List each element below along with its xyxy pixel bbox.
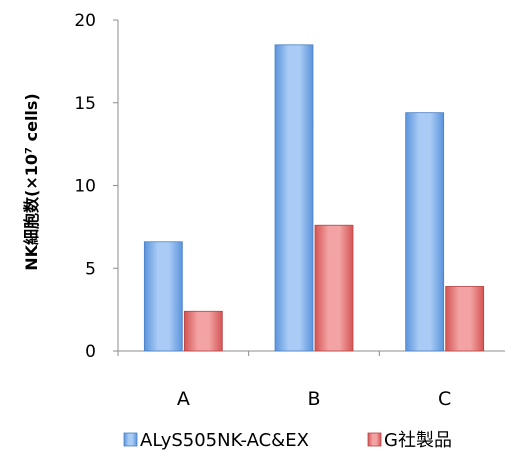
legend-swatch-series-1 <box>123 432 138 447</box>
bar-B-series-1 <box>274 44 314 352</box>
y-tick-label: 0 <box>85 342 96 362</box>
legend-swatch-series-2 <box>367 432 382 447</box>
legend-label-series-1: ALyS505NK-AC&EX <box>140 430 309 451</box>
y-ticks: 0 5 10 15 20 <box>74 11 118 362</box>
category-label-B: B <box>307 388 320 410</box>
bar-B-series-2 <box>314 224 354 352</box>
bar-C-series-2 <box>445 286 485 352</box>
bar-A-series-2 <box>183 310 223 352</box>
y-tick-label: 10 <box>74 177 96 197</box>
bars <box>143 44 485 352</box>
legend-label-series-2: G社製品 <box>384 430 452 451</box>
category-label-A: A <box>177 388 190 410</box>
bar-A-series-1 <box>143 241 183 352</box>
y-axis-title: NK細胞数(×10⁷ cells) <box>22 93 41 271</box>
category-labels: A B C <box>117 351 451 410</box>
legend: ALyS505NK-AC&EX G社製品 <box>123 430 452 451</box>
y-tick-label: 5 <box>85 259 96 279</box>
bar-C-series-1 <box>405 112 445 352</box>
y-tick-label: 20 <box>74 11 96 31</box>
category-label-C: C <box>438 388 451 410</box>
y-tick-label: 15 <box>74 94 96 114</box>
